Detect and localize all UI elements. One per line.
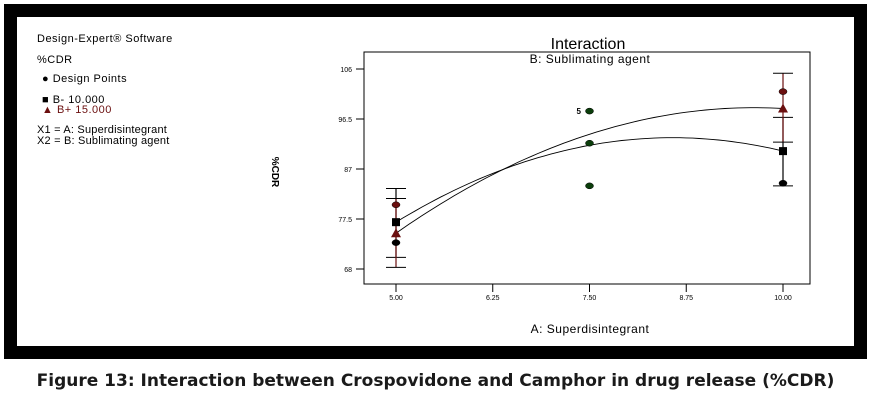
chart-subtitle: B: Sublimating agent [530,52,651,66]
series-line-square [395,137,784,223]
legend-x2: X2 = B: Sublimating agent [37,135,170,147]
design-point [778,179,788,187]
b-plus-marker [391,228,401,238]
legend-b-minus-label: B- 10.000 [52,94,105,106]
x-tick-label: 6.25 [486,295,500,302]
legend-response: %CDR [37,54,73,66]
y-tick-label: 106 [340,67,352,74]
legend-b-minus: ■ B- 10.000 [42,94,105,106]
design-point [778,88,788,95]
design-point-count: 5 [577,107,582,116]
legend-software: Design-Expert® Software [37,33,173,45]
legend-design-points-label: Design Points [52,73,128,85]
legend-x1: X1 = A: Superdisintegrant [37,124,168,136]
x-tick-label: 7.50 [583,295,597,302]
x-tick-label: 8.75 [679,295,693,302]
design-point-icon: ● [42,73,50,85]
b-minus-marker [392,218,400,227]
triangle-icon: ▲ [42,104,54,116]
b-minus-marker [779,147,787,156]
square-icon: ■ [42,94,50,106]
x-axis-label: A: Superdisintegrant [531,322,650,336]
design-point [585,139,594,147]
chart-title: Interaction [551,36,626,53]
legend-design-points: ● Design Points [42,73,127,85]
y-tick-label: 96.5 [338,117,352,124]
y-tick-label: 87 [344,167,352,174]
series-line-triangle [395,107,784,234]
y-axis-label: %CDR [269,157,280,188]
x-tick-label: 10.00 [774,295,792,302]
figure-inner [16,16,855,347]
plot-area [363,51,811,285]
figure-frame [4,4,867,359]
design-point [585,182,594,190]
y-tick-label: 68 [344,267,352,274]
figure-caption: Figure 13: Interaction between Crospovid… [36,371,835,391]
x-tick-label: 5.00 [389,295,403,302]
b-plus-marker [778,103,788,113]
legend-b-plus: ▲ B+ 15.000 [42,104,112,116]
design-point [585,107,594,115]
legend-b-plus-label: B+ 15.000 [56,104,112,116]
design-point [391,239,401,246]
y-tick-label: 77.5 [338,217,352,224]
design-point [391,201,401,209]
